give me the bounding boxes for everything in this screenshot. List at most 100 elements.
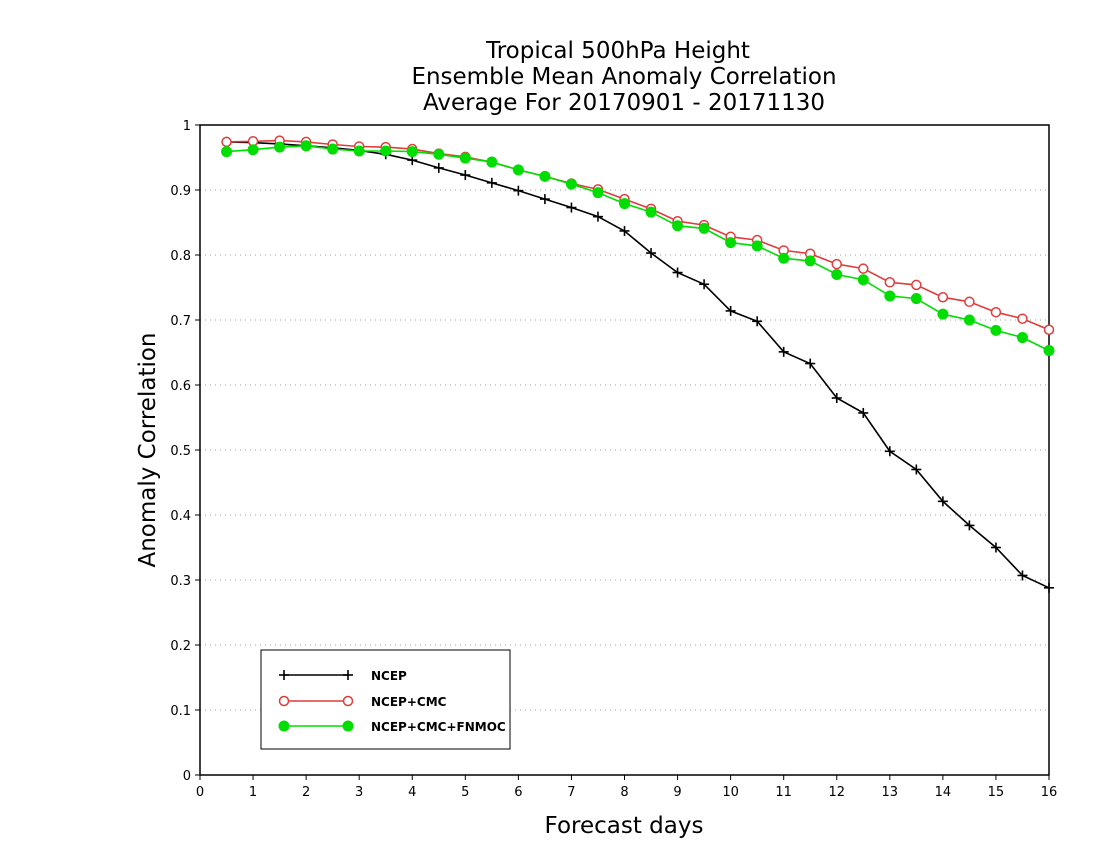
- y-axis-label: Anomaly Correlation: [135, 332, 161, 567]
- series-0-point-30: [1017, 570, 1028, 581]
- x-tick-label-14: 14: [935, 785, 952, 800]
- x-axis-label: Forecast days: [545, 813, 704, 839]
- series-2-point-31: [1043, 345, 1055, 357]
- series-1-point-0: [221, 136, 232, 148]
- series-1-point-28: [964, 296, 975, 308]
- series-0-point-23: [831, 393, 842, 403]
- series-0-point-12: [539, 194, 550, 205]
- series-0-point-11: [513, 185, 524, 196]
- series-2-point-5: [353, 145, 365, 157]
- x-tick-label-15: 15: [988, 785, 1005, 800]
- y-tick-label-8: 0.8: [170, 249, 191, 264]
- series-0-point-27: [937, 496, 948, 507]
- legend-marker-0-a: [279, 670, 289, 680]
- series-2-point-8: [433, 148, 445, 160]
- series-0-point-21: [778, 346, 789, 357]
- series-2-point-2: [274, 141, 286, 153]
- x-tick-label-5: 5: [461, 785, 469, 800]
- x-tick-label-16: 16: [1041, 785, 1058, 800]
- series-2-point-26: [910, 293, 922, 305]
- series-0-point-8: [433, 162, 444, 173]
- legend-marker-1-b: [342, 695, 354, 707]
- series-2-point-30: [1016, 332, 1028, 344]
- legend-label-0: NCEP: [371, 669, 407, 683]
- series-0-point-19: [725, 305, 736, 316]
- series-2-point-7: [406, 146, 418, 158]
- series-2-point-6: [380, 145, 392, 157]
- series-1-point-31: [1043, 324, 1055, 335]
- y-tick-label-6: 0.6: [170, 379, 191, 394]
- series-2-point-9: [459, 152, 471, 164]
- y-tick-label-2: 0.2: [170, 639, 191, 654]
- series-1-point-25: [884, 277, 896, 288]
- series-0-point-14: [592, 211, 603, 222]
- series-2-point-15: [619, 198, 630, 210]
- series-2-point-12: [539, 170, 551, 182]
- series-2-point-17: [672, 220, 684, 232]
- x-tick-label-12: 12: [828, 785, 845, 800]
- series-1-line: [226, 139, 1050, 331]
- series-0-point-26: [911, 464, 922, 475]
- legend-box: [260, 649, 511, 750]
- x-tick-label-8: 8: [620, 785, 628, 800]
- x-tick-label-1: 1: [249, 785, 257, 800]
- y-tick-label-7: 0.7: [170, 314, 191, 329]
- series-1-point-26: [911, 279, 922, 291]
- series-2-point-13: [565, 178, 577, 190]
- series-2: [221, 140, 1055, 357]
- series-2-point-0: [221, 146, 233, 158]
- chart-title: Tropical 500hPa Height Ensemble Mean Ano…: [411, 38, 836, 116]
- series-1-point-23: [831, 258, 842, 270]
- series-0-point-24: [858, 407, 869, 418]
- title-line-3: Average For 20170901 - 20171130: [423, 90, 825, 116]
- x-tick-label-7: 7: [567, 785, 575, 800]
- series-2-point-29: [990, 324, 1002, 336]
- grid-lines: [200, 124, 1049, 711]
- x-tick-label-13: 13: [882, 785, 899, 800]
- series-0-point-28: [964, 520, 975, 531]
- x-tick-label-4: 4: [408, 785, 416, 800]
- series-1-point-30: [1017, 313, 1028, 324]
- legend: NCEP NCEP+CMC NCEP+CMC+FNMOC: [260, 649, 511, 750]
- series-2-point-4: [327, 143, 339, 155]
- series-2-point-23: [831, 269, 843, 280]
- x-tick-label-9: 9: [673, 785, 681, 800]
- series-2-point-16: [645, 206, 657, 218]
- series-2-point-28: [963, 314, 975, 326]
- series-1-point-24: [858, 263, 869, 274]
- y-tick-label-9: 0.9: [170, 184, 191, 199]
- series-0-point-17: [672, 267, 683, 278]
- series-0-point-31: [1044, 582, 1054, 593]
- legend-marker-1-a: [278, 695, 290, 707]
- series-1: [221, 135, 1055, 335]
- series-1-point-27: [937, 292, 949, 303]
- legend-label-2: NCEP+CMC+FNMOC: [371, 720, 506, 734]
- series-2-point-19: [725, 237, 737, 249]
- series-0-point-10: [486, 177, 497, 188]
- series-0-point-29: [990, 542, 1001, 553]
- y-tick-label-5: 0.5: [170, 444, 191, 459]
- series-2-point-10: [486, 156, 498, 168]
- x-tick-label-3: 3: [355, 785, 363, 800]
- series-2-point-14: [592, 187, 604, 199]
- series-2-point-27: [937, 308, 949, 320]
- y-tick-label-10: 1: [183, 119, 191, 134]
- series-2-point-18: [698, 222, 710, 234]
- series-2-point-20: [751, 240, 763, 252]
- series-0-point-25: [884, 446, 895, 457]
- legend-label-1: NCEP+CMC: [371, 695, 447, 709]
- series-0-point-20: [752, 316, 763, 327]
- series-2-point-1: [247, 144, 259, 156]
- x-tick-label-10: 10: [722, 785, 739, 800]
- series-0-point-18: [699, 279, 710, 290]
- series-0-point-13: [566, 202, 577, 213]
- x-tick-label-6: 6: [514, 785, 522, 800]
- series-2-point-11: [512, 164, 524, 176]
- x-tick-label-2: 2: [302, 785, 310, 800]
- series-0-line: [226, 141, 1050, 589]
- series-2-point-3: [300, 140, 312, 152]
- title-line-1: Tropical 500hPa Height: [485, 38, 750, 64]
- series-layer: [221, 135, 1055, 593]
- series-0-point-22: [805, 358, 816, 369]
